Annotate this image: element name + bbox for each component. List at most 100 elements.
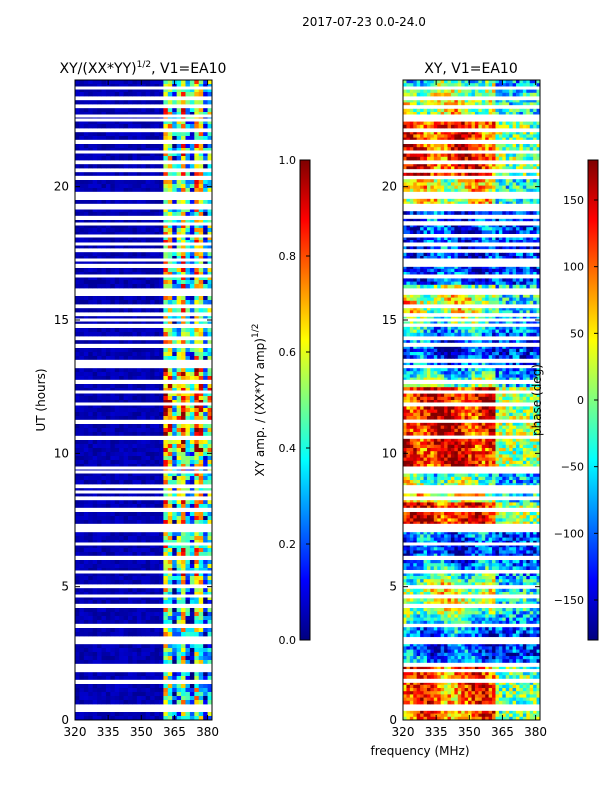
heatmap-cell — [495, 198, 500, 202]
heatmap-cell — [437, 185, 442, 190]
heatmap-cell — [83, 328, 89, 333]
heatmap-cell — [119, 608, 125, 613]
heatmap-cell — [413, 99, 418, 103]
heatmap-cell — [105, 616, 111, 621]
heatmap-cell — [194, 448, 200, 453]
heatmap-cell — [110, 592, 116, 597]
heatmap-cell — [516, 163, 520, 167]
heatmap-cell — [495, 144, 500, 148]
heatmap-cell — [495, 112, 500, 116]
heatmap-cell — [150, 120, 155, 125]
heatmap-cell — [176, 200, 182, 205]
heatmap-cell — [198, 156, 204, 161]
heatmap-cell — [409, 92, 414, 97]
heatmap-cell — [189, 396, 195, 401]
heatmap-cell — [97, 424, 102, 429]
heatmap-cell — [207, 692, 212, 697]
heatmap-cell — [158, 236, 164, 241]
heatmap-cell — [167, 376, 173, 381]
heatmap-cell — [123, 688, 129, 693]
heatmap-cell — [181, 512, 186, 517]
heatmap-cell — [468, 102, 472, 106]
heatmap-cell — [426, 112, 431, 116]
heatmap-cell — [123, 268, 129, 273]
heatmap-cell — [516, 89, 520, 94]
heatmap-cell — [119, 464, 125, 469]
flagged-row — [75, 203, 212, 207]
heatmap-cell — [416, 89, 421, 94]
heatmap-cell — [79, 220, 85, 225]
heatmap-cell — [136, 576, 142, 581]
heatmap-cell — [88, 672, 94, 677]
heatmap-cell — [172, 700, 178, 705]
heatmap-cell — [141, 560, 147, 565]
heatmap-cell — [128, 212, 133, 217]
heatmap-cell — [406, 227, 411, 231]
flagged-row — [75, 195, 212, 199]
heatmap-cell — [97, 456, 102, 461]
heatmap-cell — [194, 228, 200, 233]
heatmap-cell — [110, 284, 116, 289]
heatmap-cell — [502, 134, 507, 138]
heatmap-cell — [128, 520, 133, 525]
flagged-row — [75, 679, 212, 683]
heatmap-cell — [423, 99, 428, 103]
heatmap-cell — [509, 80, 513, 84]
heatmap-cell — [114, 172, 120, 177]
heatmap-cell — [478, 144, 483, 148]
heatmap-cell — [150, 560, 155, 565]
heatmap-cell — [128, 348, 133, 353]
heatmap-cell — [79, 332, 85, 337]
heatmap-cell — [119, 88, 125, 93]
heatmap-cell — [88, 144, 94, 149]
heatmap-cell — [163, 232, 169, 237]
heatmap-cell — [145, 588, 151, 593]
heatmap-cell — [119, 84, 125, 89]
heatmap-cell — [181, 296, 186, 301]
heatmap-cell — [189, 444, 195, 449]
heatmap-cell — [79, 268, 85, 273]
heatmap-cell — [154, 188, 160, 193]
heatmap-cell — [136, 544, 142, 549]
heatmap-cell — [150, 84, 155, 89]
heatmap-cell — [172, 112, 178, 117]
heatmap-cell — [198, 596, 204, 601]
heatmap-cell — [114, 208, 120, 213]
heatmap-cell — [163, 136, 169, 141]
heatmap-cell — [176, 408, 182, 413]
heatmap-cell — [119, 600, 125, 605]
heatmap-cell — [481, 102, 486, 106]
heatmap-cell — [203, 244, 208, 249]
heatmap-cell — [136, 372, 142, 377]
heatmap-cell — [88, 464, 94, 469]
heatmap-cell — [481, 166, 486, 170]
heatmap-cell — [79, 164, 85, 169]
heatmap-cell — [101, 352, 107, 357]
heatmap-cell — [505, 182, 510, 186]
heatmap-cell — [198, 404, 204, 409]
heatmap-cell — [471, 182, 476, 186]
heatmap-cell — [119, 440, 125, 445]
heatmap-cell — [433, 179, 438, 183]
heatmap-cell — [110, 472, 116, 477]
heatmap-cell — [154, 688, 160, 693]
heatmap-cell — [485, 83, 490, 87]
heatmap-cell — [92, 376, 98, 381]
heatmap-cell — [426, 124, 431, 129]
heatmap-cell — [450, 201, 455, 206]
heatmap-cell — [420, 172, 424, 177]
heatmap-cell — [119, 656, 125, 661]
heatmap-cell — [471, 102, 476, 106]
heatmap-cell — [150, 568, 155, 573]
heatmap-cell — [141, 572, 147, 577]
heatmap-cell — [141, 428, 147, 433]
heatmap-cell — [172, 260, 178, 265]
heatmap-cell — [105, 440, 111, 445]
heatmap-cell — [136, 356, 142, 361]
heatmap-cell — [158, 544, 164, 549]
heatmap-cell — [88, 148, 94, 153]
heatmap-cell — [485, 131, 490, 135]
heatmap-cell — [464, 102, 469, 106]
heatmap-cell — [123, 516, 129, 521]
heatmap-cell — [75, 688, 80, 693]
